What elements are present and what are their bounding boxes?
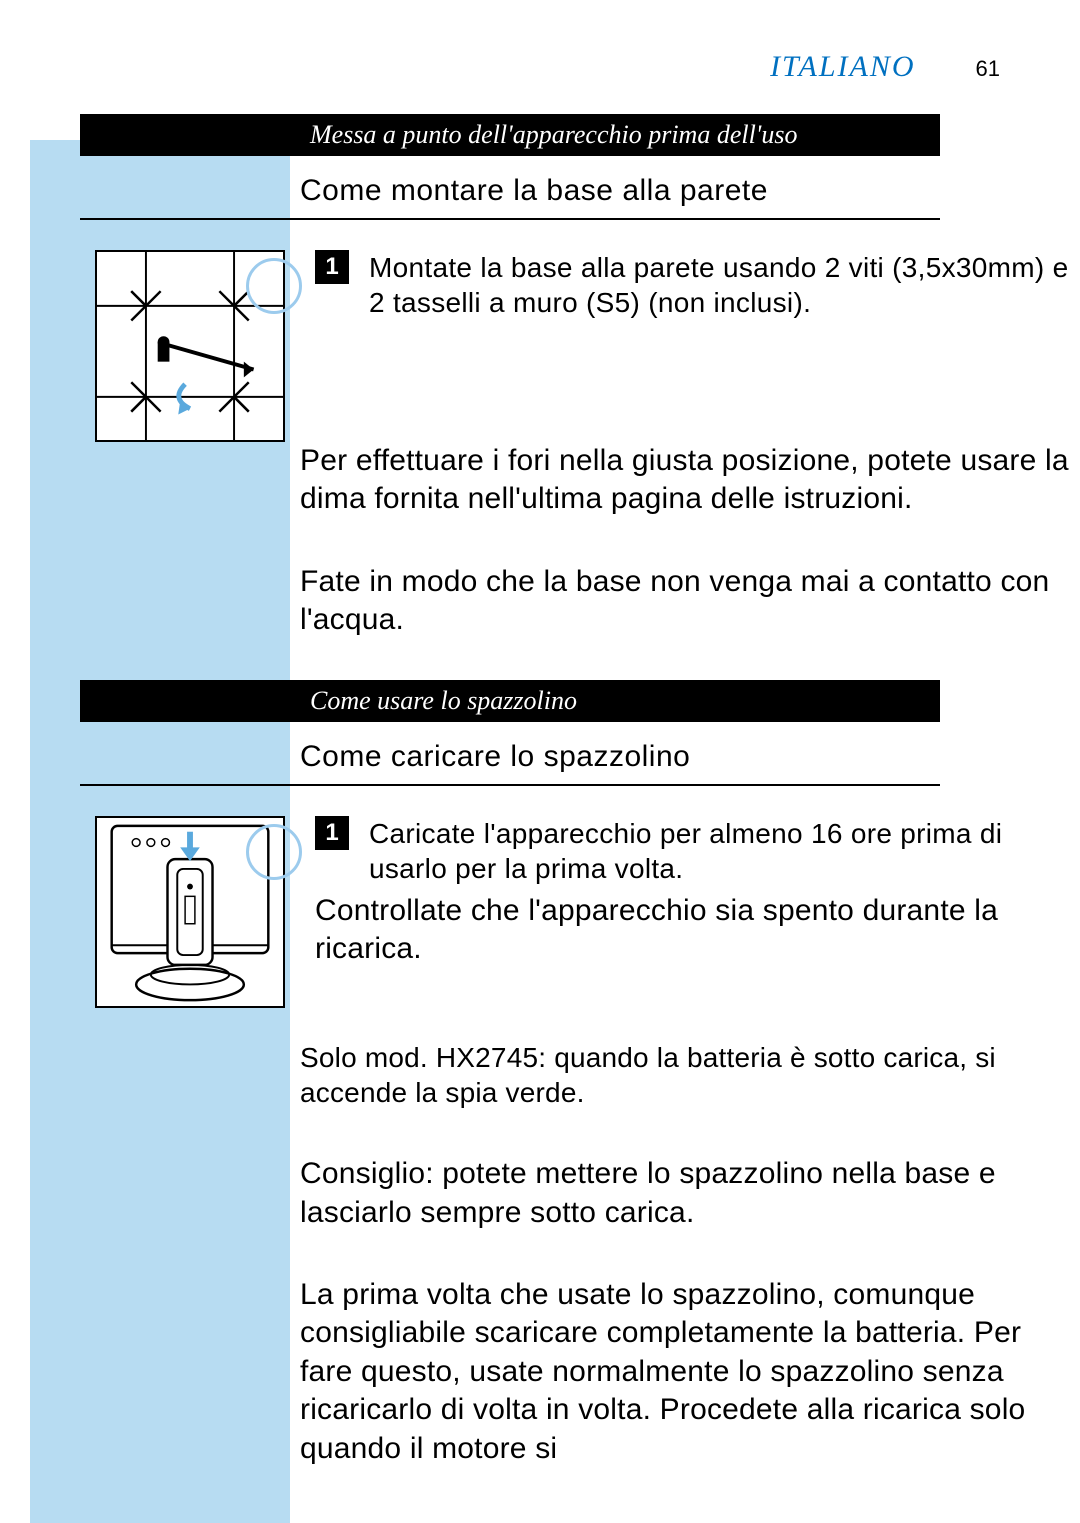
language-label: ITALIANO	[770, 50, 915, 84]
section2-para4: La prima volta che usate lo spazzolino, …	[300, 1276, 1080, 1468]
section2-rule	[80, 784, 940, 786]
section2-step1: 1 Caricate l'apparecchio per almeno 16 o…	[315, 816, 1070, 886]
section2-bar-text: Come usare lo spazzolino	[310, 686, 577, 715]
page-number: 61	[976, 56, 1000, 82]
section2-step1-text: Caricate l'apparecchio per almeno 16 ore…	[369, 816, 1070, 886]
section2-subtitle: Come caricare lo spazzolino	[300, 740, 1080, 774]
section2-bar: Come usare lo spazzolino	[80, 680, 940, 722]
step-number-badge: 1	[315, 250, 349, 284]
section2-para1: Controllate che l'apparecchio sia spento…	[315, 892, 1070, 969]
section2-steps: 1 Caricate l'apparecchio per almeno 16 o…	[315, 816, 1080, 969]
section1-step1: 1 Montate la base alla parete usando 2 v…	[315, 250, 1070, 320]
section1-para1: Per effettuare i fori nella giusta posiz…	[300, 442, 1080, 519]
manual-page: ITALIANO 61 Messa a punto dell'apparecch…	[0, 0, 1080, 1523]
section1-bar-text: Messa a punto dell'apparecchio prima del…	[310, 120, 798, 149]
section1-circle-badge	[246, 258, 302, 314]
section1-para2: Fate in modo che la base non venga mai a…	[300, 563, 1080, 640]
section2-circle-badge	[246, 824, 302, 880]
step-number-badge: 1	[315, 816, 349, 850]
section1-step1-text: Montate la base alla parete usando 2 vit…	[369, 250, 1070, 320]
section1-rule	[80, 218, 940, 220]
section1-steps: 1 Montate la base alla parete usando 2 v…	[315, 250, 1080, 326]
section2-row: 1 Caricate l'apparecchio per almeno 16 o…	[0, 816, 1080, 1008]
section1-row: 1 Montate la base alla parete usando 2 v…	[0, 250, 1080, 442]
page-header: ITALIANO 61	[0, 40, 1080, 114]
section1-bar: Messa a punto dell'apparecchio prima del…	[80, 114, 940, 156]
content-area: Messa a punto dell'apparecchio prima del…	[0, 114, 1080, 1468]
section2-para2: Solo mod. HX2745: quando la batteria è s…	[300, 1040, 1080, 1112]
section2-para3: Consiglio: potete mettere lo spazzolino …	[300, 1155, 1080, 1232]
section1-subtitle: Come montare la base alla parete	[300, 174, 1080, 208]
